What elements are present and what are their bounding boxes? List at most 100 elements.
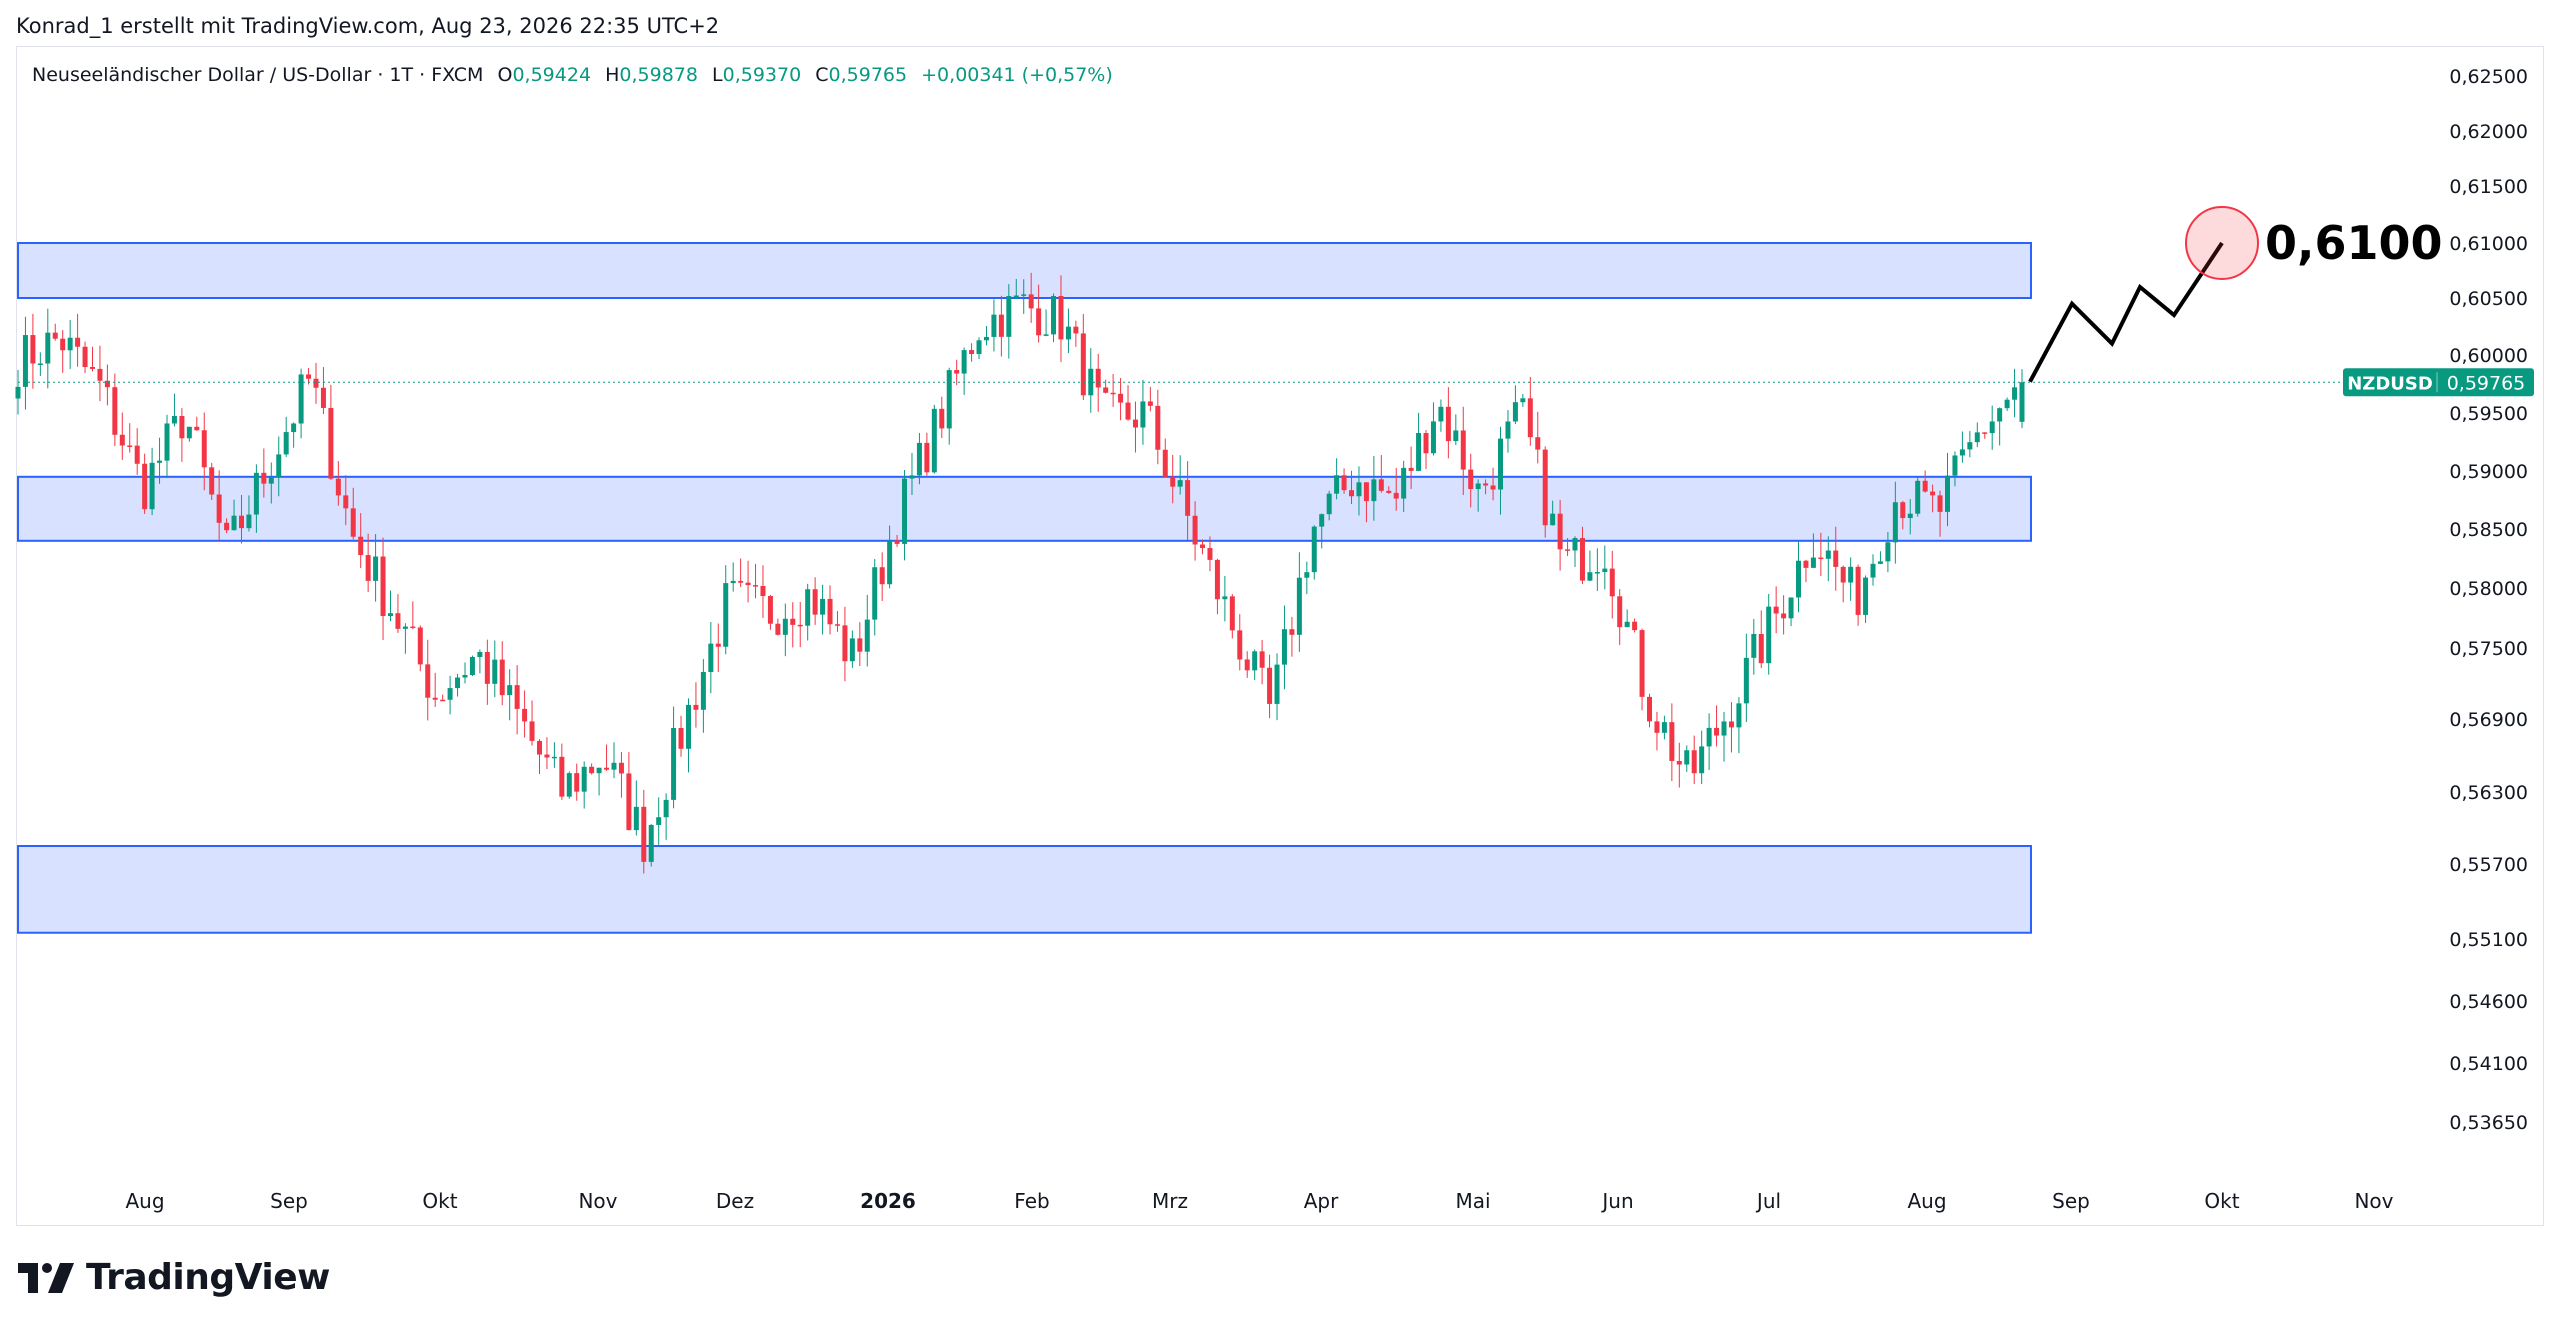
x-tick-label: Aug bbox=[1907, 1189, 1946, 1213]
candle-body bbox=[1676, 760, 1682, 765]
candle-body bbox=[1647, 696, 1653, 722]
x-tick-label: Jul bbox=[1755, 1189, 1781, 1213]
price-badge-ticker: NZDUSD bbox=[2347, 373, 2433, 394]
candle-body bbox=[626, 773, 632, 831]
y-axis: 0,62500 0,62000 0,61500 0,61000 0,60500 0,600… bbox=[2449, 66, 2528, 1134]
candle-body bbox=[1550, 513, 1556, 526]
candle-body bbox=[469, 657, 475, 675]
candle-body bbox=[1028, 294, 1034, 309]
candle-body bbox=[1110, 392, 1116, 395]
candle-body bbox=[1639, 630, 1645, 697]
candle-body bbox=[1706, 727, 1712, 747]
candle-body bbox=[1229, 596, 1235, 631]
candle-body bbox=[432, 697, 438, 700]
candle-body bbox=[268, 477, 274, 484]
candle-body bbox=[1572, 538, 1578, 551]
candle-body bbox=[1192, 515, 1198, 545]
candle-body bbox=[1579, 538, 1585, 581]
candle-body bbox=[60, 338, 66, 351]
candle-body bbox=[1043, 334, 1049, 336]
y-tick-label: 0,60000 bbox=[2449, 345, 2528, 367]
candle-body bbox=[462, 674, 468, 678]
candle-body bbox=[1967, 442, 1973, 450]
candle-body bbox=[1125, 402, 1131, 420]
candle-body bbox=[1512, 402, 1518, 422]
candle-body bbox=[1103, 387, 1109, 393]
candle-body bbox=[879, 567, 885, 585]
candle-body bbox=[536, 740, 542, 755]
close-value: 0,59765 bbox=[828, 64, 908, 86]
candle-body bbox=[1065, 326, 1071, 340]
candle-body bbox=[522, 708, 528, 722]
candle-body bbox=[313, 378, 319, 388]
candle-body bbox=[1490, 485, 1496, 490]
candle-body bbox=[834, 624, 840, 626]
candle-body bbox=[1892, 502, 1898, 543]
low-value: 0,59370 bbox=[722, 64, 802, 86]
candle-body bbox=[1654, 721, 1660, 733]
candle-body bbox=[373, 556, 379, 581]
candle-body bbox=[1214, 559, 1220, 600]
candle-body bbox=[477, 651, 483, 658]
candle-body bbox=[641, 806, 647, 862]
candle-body bbox=[1557, 513, 1563, 550]
candle-body bbox=[723, 583, 729, 647]
candle-body bbox=[1058, 296, 1064, 340]
candle-body bbox=[1401, 467, 1407, 499]
x-tick-label: 2026 bbox=[860, 1189, 916, 1213]
candle-body bbox=[171, 416, 177, 424]
candle-body bbox=[1289, 629, 1295, 635]
tradingview-logo-icon bbox=[18, 1262, 74, 1293]
candle-body bbox=[1244, 659, 1250, 671]
candle-body bbox=[52, 332, 58, 339]
candle-body bbox=[350, 508, 356, 537]
candle-body bbox=[1416, 433, 1422, 471]
candle-body bbox=[1587, 572, 1593, 581]
y-tick-label: 0,61500 bbox=[2449, 176, 2528, 198]
projection-path bbox=[2028, 241, 2224, 383]
candle-body bbox=[149, 462, 155, 510]
candle-body bbox=[596, 767, 602, 774]
candle-body bbox=[1974, 432, 1980, 443]
candle-body bbox=[1684, 750, 1690, 765]
candle-body bbox=[849, 638, 855, 662]
candle-body bbox=[1781, 613, 1787, 619]
candle-body bbox=[1051, 296, 1057, 335]
symbol-info-line: Neuseeländischer Dollar / US-Dollar · 1T… bbox=[32, 64, 1113, 86]
tradingview-brand[interactable]: TradingView bbox=[18, 1257, 330, 1298]
candle-body bbox=[1185, 480, 1191, 516]
candle-body bbox=[1922, 480, 1928, 492]
candle-body bbox=[492, 659, 498, 684]
candle-body bbox=[119, 434, 125, 446]
y-tick-label: 0,55700 bbox=[2449, 854, 2528, 876]
candle-body bbox=[1162, 449, 1168, 477]
y-tick-label: 0,55100 bbox=[2449, 929, 2528, 951]
price-badge: NZDUSD 0,59765 bbox=[2343, 368, 2534, 397]
candle-body bbox=[611, 762, 617, 770]
price-badge-price: 0,59765 bbox=[2447, 372, 2526, 394]
candle-body bbox=[1430, 421, 1436, 454]
candle-body bbox=[1013, 295, 1019, 298]
candle-body bbox=[1267, 667, 1273, 704]
candle-body bbox=[529, 721, 535, 741]
candle-body bbox=[1296, 577, 1302, 635]
candle-body bbox=[1691, 750, 1697, 774]
candle-body bbox=[89, 366, 95, 369]
candle-body bbox=[1349, 490, 1355, 497]
symbol-name[interactable]: Neuseeländischer Dollar / US-Dollar · 1T… bbox=[32, 64, 484, 86]
x-tick-label: Nov bbox=[578, 1189, 617, 1213]
candle-body bbox=[1952, 455, 1958, 476]
low-label: L bbox=[712, 64, 723, 86]
candle-body bbox=[1453, 430, 1459, 442]
candle-body bbox=[1863, 577, 1869, 615]
candle-body bbox=[231, 515, 237, 531]
chart-frame bbox=[16, 46, 2544, 1226]
candle-body bbox=[753, 585, 759, 587]
candle-body bbox=[1669, 722, 1675, 761]
candle-body bbox=[45, 332, 51, 364]
candle-body bbox=[1445, 406, 1451, 442]
candle-body bbox=[30, 335, 36, 364]
candle-body bbox=[1118, 393, 1124, 403]
change-value: +0,00341 (+0,57%) bbox=[921, 64, 1113, 86]
